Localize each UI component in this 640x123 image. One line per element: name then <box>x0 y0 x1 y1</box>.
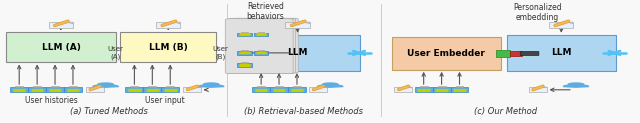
FancyBboxPatch shape <box>148 86 156 87</box>
FancyBboxPatch shape <box>237 51 252 55</box>
Text: LLM (A): LLM (A) <box>42 43 81 52</box>
Text: LLM: LLM <box>551 48 572 57</box>
Text: (c) Our Method: (c) Our Method <box>474 107 537 116</box>
FancyBboxPatch shape <box>156 22 180 28</box>
FancyBboxPatch shape <box>420 86 428 87</box>
FancyBboxPatch shape <box>237 32 252 36</box>
FancyBboxPatch shape <box>237 63 252 67</box>
Wedge shape <box>563 85 589 87</box>
Text: User Embedder: User Embedder <box>408 49 485 58</box>
Polygon shape <box>541 87 547 88</box>
FancyBboxPatch shape <box>33 86 41 87</box>
FancyBboxPatch shape <box>241 62 248 63</box>
Wedge shape <box>93 85 118 87</box>
Circle shape <box>98 83 113 86</box>
FancyBboxPatch shape <box>392 37 501 70</box>
FancyBboxPatch shape <box>275 86 283 87</box>
FancyBboxPatch shape <box>143 87 161 92</box>
FancyBboxPatch shape <box>253 51 269 55</box>
FancyBboxPatch shape <box>529 87 547 92</box>
Polygon shape <box>303 22 310 24</box>
FancyBboxPatch shape <box>120 32 216 62</box>
Polygon shape <box>99 87 104 88</box>
FancyBboxPatch shape <box>131 86 138 87</box>
FancyBboxPatch shape <box>166 86 174 87</box>
FancyBboxPatch shape <box>415 87 433 92</box>
Polygon shape <box>322 87 327 88</box>
FancyBboxPatch shape <box>438 86 445 87</box>
Text: (b) Retrieval-based Methods: (b) Retrieval-based Methods <box>244 107 364 116</box>
FancyBboxPatch shape <box>225 19 293 74</box>
Text: (a) Tuned Methods: (a) Tuned Methods <box>70 107 148 116</box>
FancyBboxPatch shape <box>69 86 77 87</box>
FancyBboxPatch shape <box>49 22 73 28</box>
Wedge shape <box>317 85 343 87</box>
FancyBboxPatch shape <box>28 87 46 92</box>
FancyBboxPatch shape <box>258 50 264 51</box>
FancyBboxPatch shape <box>549 22 573 28</box>
Circle shape <box>568 83 584 86</box>
FancyBboxPatch shape <box>230 18 298 73</box>
FancyBboxPatch shape <box>15 86 23 87</box>
FancyBboxPatch shape <box>86 87 104 92</box>
FancyBboxPatch shape <box>228 18 296 73</box>
FancyBboxPatch shape <box>433 87 451 92</box>
FancyBboxPatch shape <box>507 35 616 71</box>
FancyBboxPatch shape <box>161 87 179 92</box>
FancyBboxPatch shape <box>309 87 327 92</box>
FancyBboxPatch shape <box>510 51 522 56</box>
FancyBboxPatch shape <box>394 87 412 92</box>
Text: User
(A): User (A) <box>108 46 123 60</box>
FancyBboxPatch shape <box>285 22 310 28</box>
Polygon shape <box>66 22 73 24</box>
Text: LLM: LLM <box>287 48 308 57</box>
Polygon shape <box>407 87 412 88</box>
Polygon shape <box>566 22 573 24</box>
FancyBboxPatch shape <box>241 50 248 51</box>
Polygon shape <box>196 87 201 88</box>
FancyBboxPatch shape <box>520 52 539 55</box>
Text: Personalized
embedding: Personalized embedding <box>513 3 562 22</box>
FancyBboxPatch shape <box>46 87 64 92</box>
FancyBboxPatch shape <box>183 87 201 92</box>
FancyBboxPatch shape <box>257 86 265 87</box>
FancyBboxPatch shape <box>456 86 463 87</box>
Text: Retrieved
behaviors: Retrieved behaviors <box>247 2 284 21</box>
FancyBboxPatch shape <box>451 87 468 92</box>
FancyBboxPatch shape <box>6 32 116 62</box>
FancyBboxPatch shape <box>253 32 269 36</box>
FancyBboxPatch shape <box>10 87 28 92</box>
Text: User input: User input <box>145 96 185 105</box>
Text: User
(B): User (B) <box>213 46 228 60</box>
FancyBboxPatch shape <box>288 87 306 92</box>
FancyBboxPatch shape <box>252 87 270 92</box>
Wedge shape <box>198 85 224 87</box>
FancyBboxPatch shape <box>64 87 82 92</box>
Circle shape <box>204 83 219 86</box>
Polygon shape <box>173 22 180 24</box>
Circle shape <box>323 83 338 86</box>
FancyBboxPatch shape <box>293 86 301 87</box>
FancyBboxPatch shape <box>125 87 143 92</box>
Text: LLM (B): LLM (B) <box>148 43 188 52</box>
FancyBboxPatch shape <box>235 35 360 71</box>
FancyBboxPatch shape <box>496 50 510 57</box>
FancyBboxPatch shape <box>51 86 59 87</box>
Text: User histories: User histories <box>25 96 77 105</box>
FancyBboxPatch shape <box>270 87 288 92</box>
